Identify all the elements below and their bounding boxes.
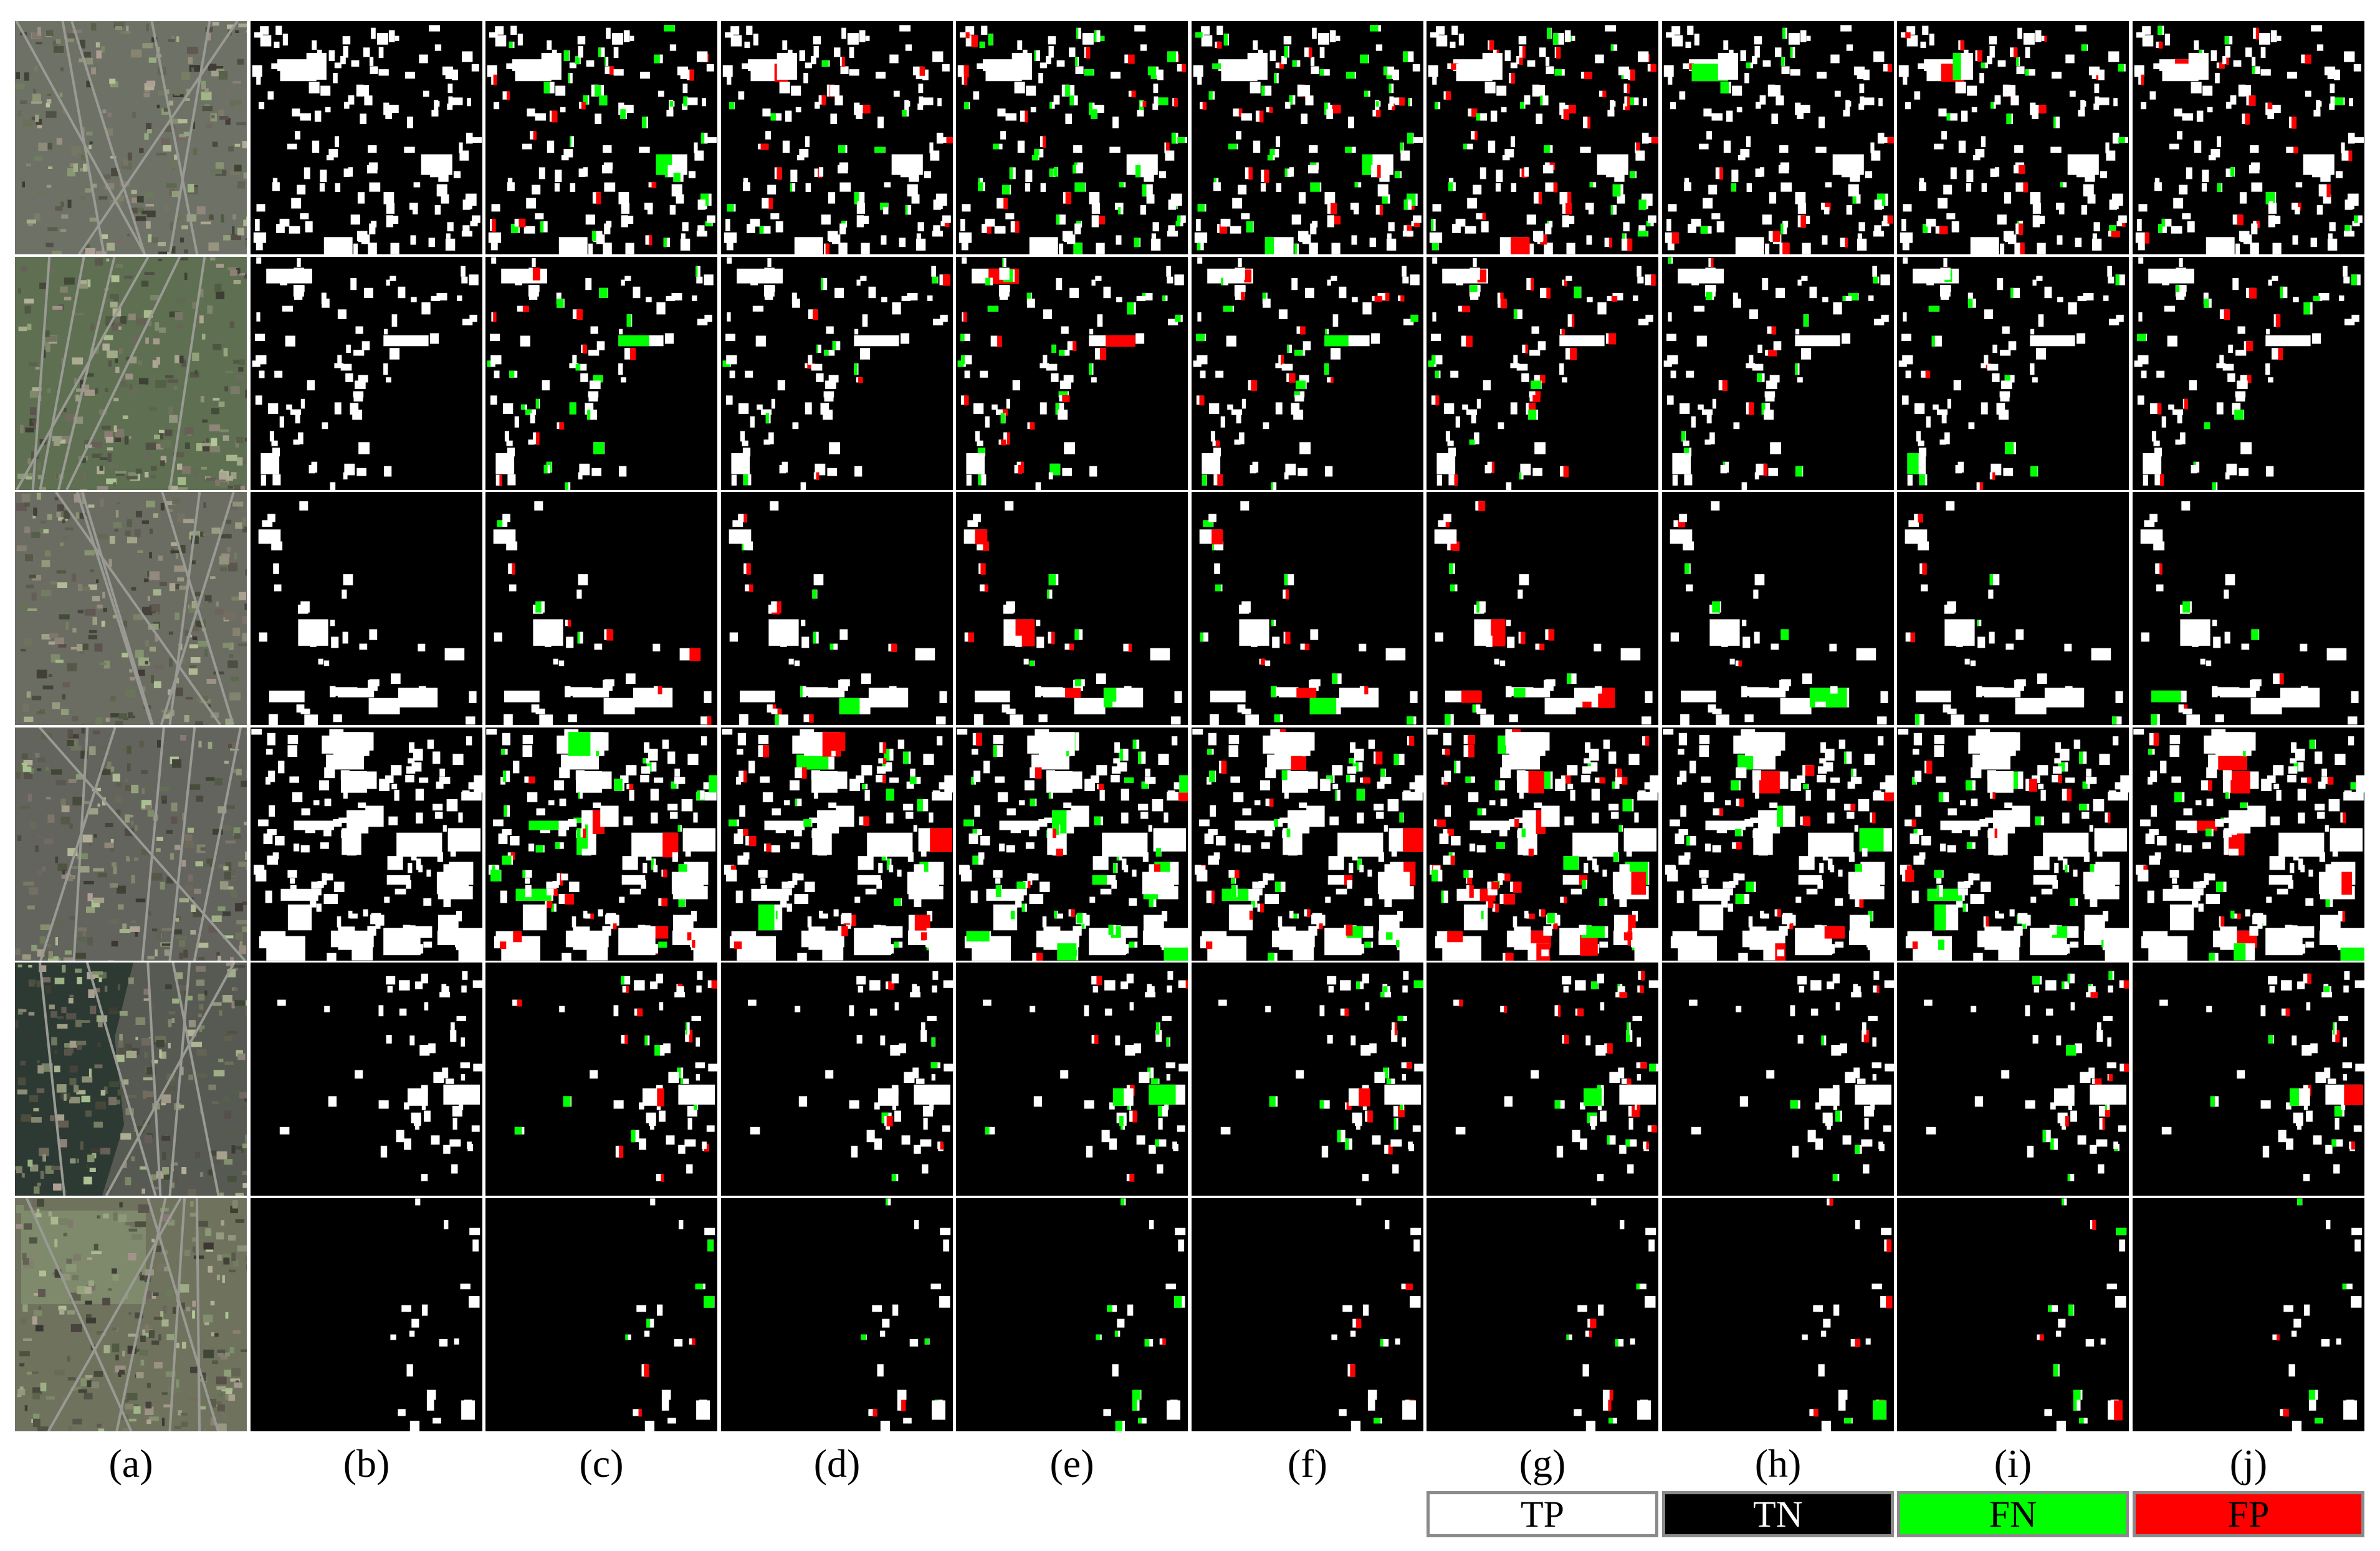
prediction-map-r2-c7 (1427, 257, 1658, 490)
prediction-map-r3-c4 (721, 492, 953, 725)
prediction-map-r6-c6 (1192, 1198, 1423, 1431)
prediction-map-r2-c6 (1192, 257, 1423, 490)
ground-truth-mask-r1-c2 (251, 21, 482, 254)
prediction-map-r5-c8 (1662, 963, 1894, 1196)
prediction-map-r6-c9 (1897, 1198, 2129, 1431)
legend-tp: TP (1427, 1491, 1658, 1537)
prediction-map-r4-c9 (1897, 727, 2129, 961)
prediction-map-r2-c4 (721, 257, 953, 490)
prediction-map-r1-c8 (1662, 21, 1894, 254)
aerial-image-r2-c1 (15, 257, 247, 490)
aerial-image-r5-c1 (15, 963, 247, 1196)
prediction-map-r1-c6 (1192, 21, 1423, 254)
prediction-map-r2-c5 (956, 257, 1188, 490)
prediction-map-r6-c5 (956, 1198, 1188, 1431)
prediction-map-r3-c8 (1662, 492, 1894, 725)
prediction-map-r5-c9 (1897, 963, 2129, 1196)
prediction-map-r6-c8 (1662, 1198, 1894, 1431)
legend-fp: FP (2133, 1491, 2364, 1537)
column-label-b: (b) (343, 1441, 390, 1486)
aerial-image-r1-c1 (15, 21, 247, 254)
ground-truth-mask-r4-c2 (251, 727, 482, 961)
prediction-map-r1-c7 (1427, 21, 1658, 254)
column-label-a: (a) (108, 1441, 153, 1486)
column-label-i: (i) (1994, 1441, 2032, 1486)
legend-tn: TN (1662, 1491, 1894, 1537)
legend-fn: FN (1897, 1491, 2129, 1537)
ground-truth-mask-r6-c2 (251, 1198, 482, 1431)
prediction-map-r3-c5 (956, 492, 1188, 725)
prediction-map-r5-c5 (956, 963, 1188, 1196)
prediction-map-r3-c6 (1192, 492, 1423, 725)
prediction-map-r5-c6 (1192, 963, 1423, 1196)
aerial-image-r4-c1 (15, 727, 247, 961)
column-label-f: (f) (1288, 1441, 1327, 1486)
prediction-map-r1-c9 (1897, 21, 2129, 254)
prediction-map-r3-c10 (2133, 492, 2364, 725)
prediction-map-r3-c7 (1427, 492, 1658, 725)
prediction-map-r4-c6 (1192, 727, 1423, 961)
prediction-map-r6-c3 (485, 1198, 717, 1431)
aerial-image-r6-c1 (15, 1198, 247, 1431)
column-label-g: (g) (1519, 1441, 1566, 1486)
prediction-map-r2-c3 (485, 257, 717, 490)
column-label-j: (j) (2229, 1441, 2268, 1486)
prediction-map-r3-c9 (1897, 492, 2129, 725)
prediction-map-r4-c3 (485, 727, 717, 961)
prediction-map-r4-c4 (721, 727, 953, 961)
prediction-map-r6-c7 (1427, 1198, 1658, 1431)
prediction-map-r5-c3 (485, 963, 717, 1196)
prediction-map-r1-c4 (721, 21, 953, 254)
prediction-map-r4-c8 (1662, 727, 1894, 961)
ground-truth-mask-r5-c2 (251, 963, 482, 1196)
prediction-map-r4-c5 (956, 727, 1188, 961)
prediction-map-r2-c8 (1662, 257, 1894, 490)
prediction-map-r2-c9 (1897, 257, 2129, 490)
column-label-c: (c) (579, 1441, 624, 1486)
column-label-d: (d) (813, 1441, 861, 1486)
prediction-map-r4-c7 (1427, 727, 1658, 961)
ground-truth-mask-r3-c2 (251, 492, 482, 725)
prediction-map-r2-c10 (2133, 257, 2364, 490)
prediction-map-r5-c7 (1427, 963, 1658, 1196)
column-label-h: (h) (1754, 1441, 1802, 1486)
prediction-map-r1-c10 (2133, 21, 2364, 254)
aerial-image-r3-c1 (15, 492, 247, 725)
prediction-map-r5-c4 (721, 963, 953, 1196)
prediction-map-r5-c10 (2133, 963, 2364, 1196)
prediction-map-r1-c3 (485, 21, 717, 254)
prediction-map-r6-c4 (721, 1198, 953, 1431)
column-label-e: (e) (1049, 1441, 1094, 1486)
ground-truth-mask-r2-c2 (251, 257, 482, 490)
prediction-map-r3-c3 (485, 492, 717, 725)
prediction-map-r1-c5 (956, 21, 1188, 254)
prediction-map-r4-c10 (2133, 727, 2364, 961)
prediction-map-r6-c10 (2133, 1198, 2364, 1431)
